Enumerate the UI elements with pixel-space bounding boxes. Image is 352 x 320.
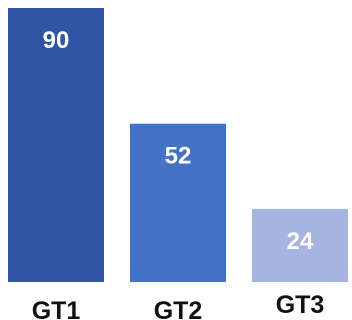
data-label-gt1: 90 [43, 27, 70, 54]
bars-group [8, 8, 348, 282]
data-label-gt3: 24 [287, 228, 314, 255]
bar-gt2 [130, 123, 226, 282]
category-label-gt1: GT1 [32, 297, 81, 320]
data-label-gt2: 52 [165, 143, 192, 170]
category-label-gt3: GT3 [276, 291, 325, 319]
category-labels-group: GT1 GT2 GT3 [32, 291, 325, 320]
bar-gt1 [8, 8, 104, 282]
category-label-gt2: GT2 [154, 297, 203, 320]
bar-gt3 [252, 208, 348, 282]
value-labels-group: 90 52 24 [43, 27, 314, 255]
